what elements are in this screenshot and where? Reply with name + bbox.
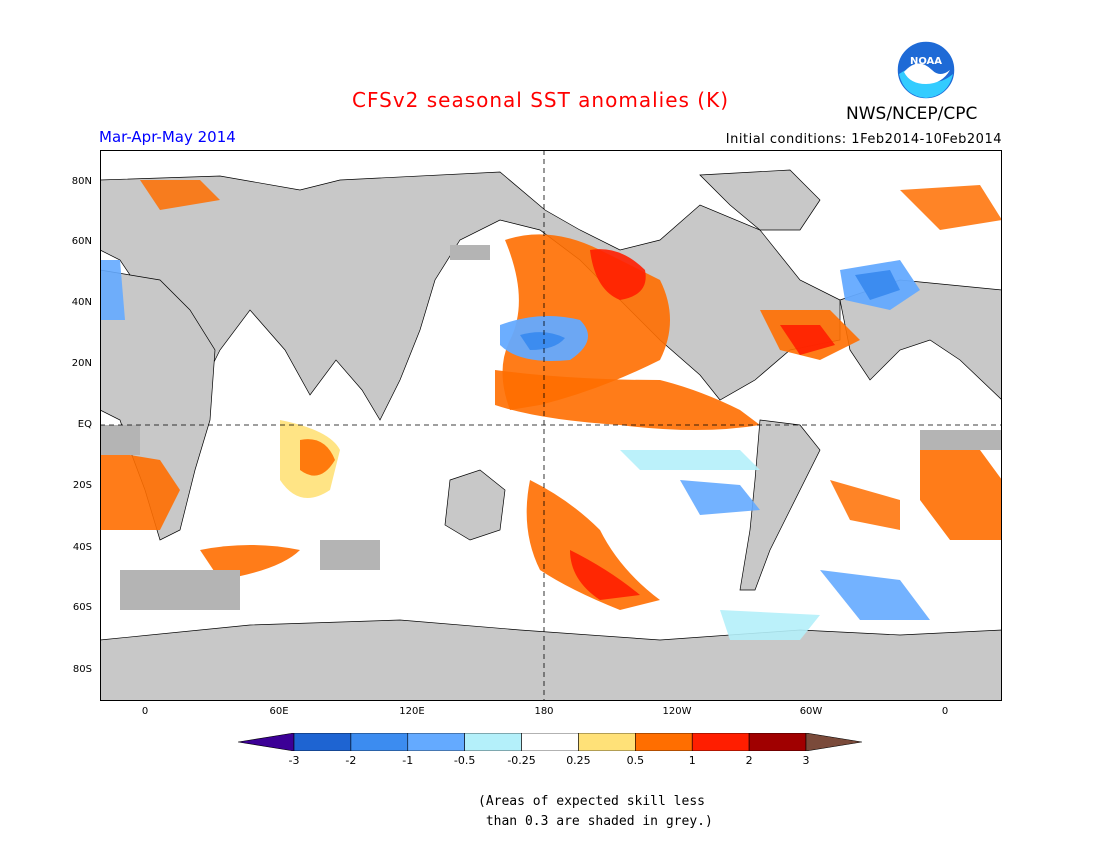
colorbar-segment [521,733,579,751]
lon-label-60e: 60E [269,706,289,717]
agency-label: NWS/NCEP/CPC [846,104,978,124]
colorbar-segment [350,733,409,751]
colorbar-tick-label: 3 [802,754,810,767]
lat-label-60n: 60N [71,236,92,247]
colorbar-segment-max [805,733,862,751]
colorbar-tick-label: -0.5 [453,754,476,767]
lat-label-80n: 80N [71,176,92,187]
colorbar-tick-label: -3 [288,754,300,767]
chart-title: CFSv2 seasonal SST anomalies (K) [352,88,729,112]
colorbar-tick-label: 1 [688,754,696,767]
skill-note: (Areas of expected skill less than 0.3 a… [478,792,713,832]
colorbar-segment [635,733,693,751]
lat-label-60s: 60S [72,602,92,613]
colorbar-tick-label: 2 [745,754,753,767]
initial-conditions-label: Initial conditions: 1Feb2014-10Feb2014 [725,132,1002,147]
lat-label-40n: 40N [71,297,92,308]
colorbar-segment [748,733,807,751]
colorbar-segment [691,733,750,751]
skill-note-line-2: than 0.3 are shaded in grey.) [478,814,713,829]
lon-label-60w: 60W [799,706,823,717]
lat-label-20s: 20S [72,480,92,491]
sst-anomaly-map [100,150,1002,701]
colorbar-tick-label: 0.5 [626,754,645,767]
noaa-logo-text: NOAA [910,56,942,67]
colorbar-segment [293,733,352,751]
land-masses [100,169,1002,701]
lon-label-0-east: 0 [941,706,949,717]
skill-note-line-1: (Areas of expected skill less [478,794,705,809]
colorbar-tick-label: 0.25 [566,754,591,767]
colorbar [238,733,862,751]
colorbar-segment-min [238,733,295,751]
colorbar-tick-label: -0.25 [507,754,536,767]
lat-label-80s: 80S [72,664,92,675]
colorbar-tick-label: -2 [345,754,357,767]
noaa-logo: NOAA [896,40,956,100]
lat-label-20n: 20N [71,358,92,369]
lat-label-40s: 40S [72,542,92,553]
lon-label-0-west: 0 [141,706,149,717]
low-skill-areas [100,245,1002,610]
cool-anomalies [100,260,930,640]
lat-label-eq: EQ [77,419,92,430]
colorbar-segment [578,733,636,751]
colorbar-tick-label: -1 [402,754,414,767]
lon-label-120e: 120E [399,706,425,717]
colorbar-segment [464,733,522,751]
lon-label-120w: 120W [662,706,692,717]
lon-label-180: 180 [534,706,554,717]
colorbar-segment [407,733,465,751]
season-label: Mar-Apr-May 2014 [99,128,236,146]
